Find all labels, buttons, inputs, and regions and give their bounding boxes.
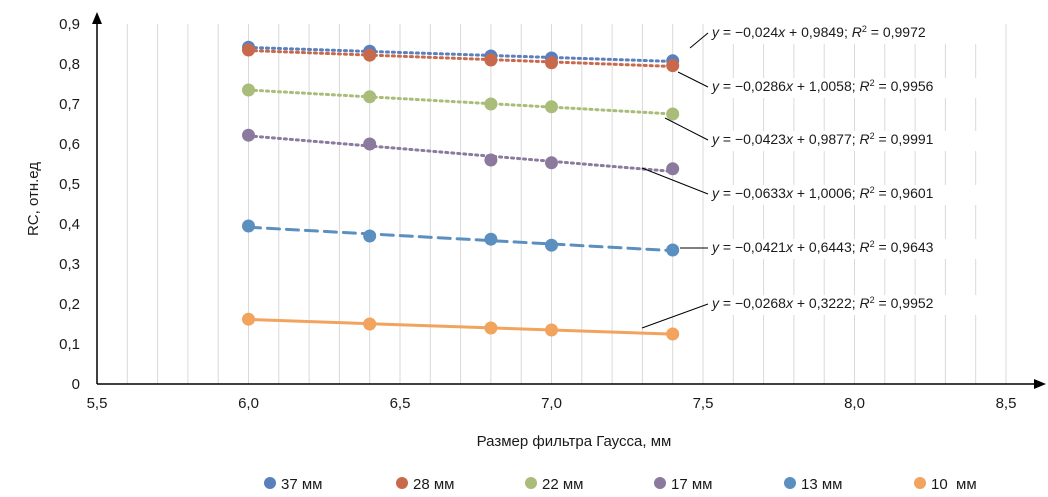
- x-axis-arrow: [1034, 379, 1046, 389]
- equation-background: [706, 185, 978, 205]
- legend-marker: [654, 477, 666, 489]
- y-tick-label: 0,7: [59, 96, 80, 113]
- leader-line: [641, 303, 709, 329]
- data-point: [666, 162, 680, 176]
- data-point: [484, 232, 498, 246]
- leader-line: [641, 167, 709, 195]
- y-tick-label: 0,4: [59, 216, 80, 233]
- equation-label: y = −0,0268x + 0,3222; R2 = 0,9952: [711, 295, 934, 311]
- data-point: [545, 156, 558, 170]
- legend-marker: [396, 477, 408, 489]
- legend-item: 22 мм: [525, 476, 583, 493]
- data-point: [666, 107, 680, 121]
- y-tick-label: 0,5: [59, 176, 80, 193]
- legend-marker: [525, 477, 537, 489]
- data-point: [242, 83, 255, 97]
- equation-background: [706, 24, 978, 44]
- leader-line: [689, 32, 709, 49]
- trendline: [247, 225, 675, 253]
- equation-labels: y = −0,024x + 0,9849; R2 = 0,9972 y = −0,…: [641, 24, 978, 329]
- trendline: [247, 49, 675, 68]
- legend: 37 мм 28 мм 22 мм 17 мм 13 мм 10 мм: [264, 476, 977, 493]
- data-point: [363, 317, 377, 331]
- legend-item: 37 мм: [264, 476, 322, 493]
- data-point: [484, 97, 498, 111]
- x-tick-label: 7,0: [541, 395, 562, 412]
- legend-label: 17 мм: [671, 476, 712, 493]
- legend-marker: [784, 477, 796, 489]
- trendline: [247, 134, 675, 173]
- x-tick-label: 7,5: [693, 395, 714, 412]
- equation-label: y = −0,0633x + 1,0006; R2 = 0,9601: [711, 185, 934, 201]
- x-tick-label: 6,0: [238, 395, 259, 412]
- data-point: [545, 323, 558, 337]
- data-point: [545, 56, 558, 70]
- y-tick-label: 0,3: [59, 256, 80, 273]
- data-point: [242, 312, 255, 326]
- data-point: [363, 90, 377, 104]
- y-tick-labels: 0 0,1 0,2 0,3 0,4 0,5 0,6 0,7 0,8 0,9: [59, 16, 80, 393]
- equation-label: y = −0,0286x + 1,0058; R2 = 0,9956: [711, 78, 934, 94]
- y-tick-label: 0: [72, 376, 80, 393]
- legend-item: 10 мм: [914, 476, 977, 493]
- data-point: [666, 243, 680, 257]
- data-point: [242, 128, 255, 142]
- y-tick-label: 0,1: [59, 336, 80, 353]
- data-point: [363, 229, 377, 243]
- leader-line: [664, 117, 709, 141]
- y-axis-arrow: [92, 12, 102, 24]
- data-point: [484, 321, 498, 335]
- equation-label: y = −0,024x + 0,9849; R2 = 0,9972: [711, 24, 926, 40]
- legend-item: 28 мм: [396, 476, 454, 493]
- data-point: [666, 327, 680, 341]
- legend-label: 22 мм: [542, 476, 583, 493]
- data-point: [484, 153, 498, 167]
- x-tick-label: 6,5: [390, 395, 411, 412]
- trendline: [247, 317, 675, 336]
- data-point: [363, 48, 377, 62]
- data-point: [242, 219, 255, 233]
- data-point: [545, 238, 558, 252]
- x-tick-label: 5,5: [87, 395, 108, 412]
- legend-item: 13 мм: [784, 476, 842, 493]
- y-tick-label: 0,6: [59, 136, 80, 153]
- equation-label: y = −0,0421x + 0,6443; R2 = 0,9643: [711, 239, 934, 255]
- equation-label: y = −0,0423x + 0,9877; R2 = 0,9991: [711, 131, 934, 147]
- legend-item: 17 мм: [654, 476, 712, 493]
- legend-label: 13 мм: [801, 476, 842, 493]
- axes: [92, 12, 1046, 389]
- legend-label: 10 мм: [931, 476, 977, 493]
- x-tick-label: 8,0: [844, 395, 865, 412]
- leader-line: [677, 71, 709, 88]
- y-axis-title: RC, отн.ед: [25, 162, 42, 236]
- trendline: [247, 88, 675, 116]
- data-point: [242, 43, 255, 57]
- data-point: [545, 100, 558, 114]
- data-point: [484, 53, 498, 67]
- equation-background: [706, 295, 978, 315]
- y-tick-label: 0,9: [59, 16, 80, 33]
- legend-marker: [914, 477, 926, 489]
- equation-background: [706, 131, 978, 151]
- legend-label: 37 мм: [281, 476, 322, 493]
- x-tick-label: 8,5: [996, 395, 1017, 412]
- data-points: [242, 40, 680, 341]
- equation-background: [706, 239, 978, 259]
- x-axis-title: Размер фильтра Гаусса, мм: [477, 433, 672, 450]
- x-tick-labels: 5,5 6,0 6,5 7,0 7,5 8,0 8,5: [87, 395, 1017, 412]
- trendline: [247, 45, 675, 63]
- data-point: [666, 59, 680, 73]
- trendlines: [247, 45, 675, 336]
- legend-marker: [264, 477, 276, 489]
- y-tick-label: 0,8: [59, 56, 80, 73]
- equation-background: [706, 78, 978, 98]
- legend-label: 28 мм: [413, 476, 454, 493]
- y-tick-label: 0,2: [59, 296, 80, 313]
- data-point: [363, 137, 377, 151]
